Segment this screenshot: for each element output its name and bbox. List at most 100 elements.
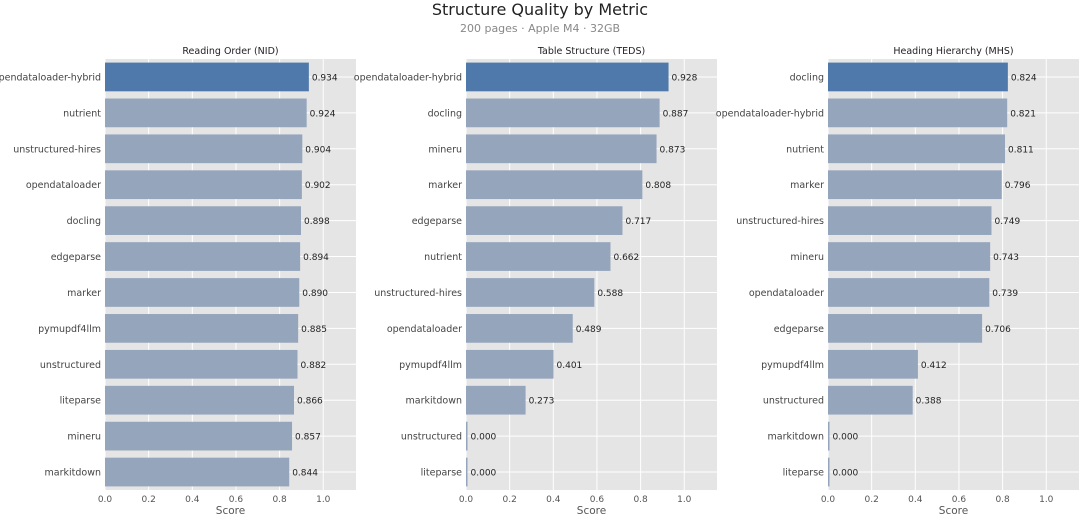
bar bbox=[105, 98, 307, 128]
bar bbox=[828, 421, 830, 451]
data-label: 0.743 bbox=[993, 253, 1019, 263]
y-tick-label: pymupdf4llm bbox=[38, 324, 101, 335]
bar bbox=[466, 349, 554, 379]
data-label: 0.821 bbox=[1010, 109, 1036, 119]
x-tick-label: 0.0 bbox=[821, 495, 836, 505]
bar bbox=[828, 349, 918, 379]
x-tick-label: 0.8 bbox=[633, 495, 648, 505]
bar bbox=[466, 278, 595, 307]
plot-background bbox=[828, 59, 1079, 490]
bar bbox=[828, 385, 913, 415]
data-label: 0.934 bbox=[312, 73, 338, 83]
y-tick-label: edgeparse bbox=[774, 324, 824, 335]
data-label: 0.844 bbox=[292, 469, 318, 479]
x-tick-label: 0.2 bbox=[864, 495, 878, 505]
y-tick-label: opendataloader bbox=[387, 324, 462, 335]
bar bbox=[466, 98, 660, 128]
bar bbox=[828, 206, 992, 235]
y-tick-label: nutrient bbox=[424, 252, 462, 263]
data-label: 0.898 bbox=[304, 217, 330, 227]
bar bbox=[466, 206, 623, 235]
data-label: 0.904 bbox=[305, 145, 331, 155]
x-tick-label: 1.0 bbox=[1039, 495, 1054, 505]
chart-panel-3: 0.0 0.2 0.4 0.6 0.8 1.0 0.824 docling 0.821 opend… bbox=[716, 46, 1079, 517]
panel-title: Reading Order (NID) bbox=[182, 46, 278, 57]
panel-title: Table Structure (TEDS) bbox=[537, 46, 645, 57]
bar bbox=[828, 314, 983, 343]
x-tick-label: 1.0 bbox=[316, 495, 331, 505]
data-label: 0.000 bbox=[833, 433, 859, 443]
y-tick-label: markitdown bbox=[406, 396, 462, 407]
bar bbox=[105, 242, 301, 271]
panel-title: Heading Hierarchy (MHS) bbox=[893, 46, 1013, 57]
bar bbox=[828, 98, 1008, 128]
data-label: 0.887 bbox=[663, 109, 689, 119]
bar bbox=[105, 62, 309, 92]
data-label: 0.890 bbox=[302, 289, 328, 299]
x-tick-label: 0.2 bbox=[502, 495, 516, 505]
bar bbox=[828, 134, 1006, 164]
data-label: 0.717 bbox=[625, 217, 651, 227]
figure-subtitle: 200 pages · Apple M4 · 32GB bbox=[459, 22, 621, 35]
plot-background bbox=[105, 59, 356, 490]
data-label: 0.857 bbox=[295, 433, 321, 443]
data-label: 0.412 bbox=[921, 361, 947, 371]
y-tick-label: docling bbox=[790, 72, 824, 83]
x-tick-label: 0.4 bbox=[185, 495, 200, 505]
y-tick-label: liteparse bbox=[60, 396, 102, 407]
y-tick-label: unstructured bbox=[40, 360, 101, 371]
data-label: 0.808 bbox=[645, 181, 671, 191]
y-tick-label: opendataloader-hybrid bbox=[0, 72, 101, 83]
bar bbox=[466, 457, 468, 487]
data-label: 0.000 bbox=[833, 469, 859, 479]
y-tick-label: opendataloader-hybrid bbox=[354, 72, 462, 83]
bar bbox=[466, 385, 526, 415]
x-tick-label: 0.4 bbox=[908, 495, 923, 505]
bar bbox=[105, 206, 301, 235]
data-label: 0.885 bbox=[301, 325, 327, 335]
x-tick-label: 1.0 bbox=[677, 495, 692, 505]
y-tick-label: marker bbox=[67, 288, 101, 299]
x-tick-label: 0.8 bbox=[272, 495, 287, 505]
y-tick-label: pymupdf4llm bbox=[761, 360, 824, 371]
y-tick-label: liteparse bbox=[421, 468, 463, 479]
y-tick-label: nutrient bbox=[63, 108, 101, 119]
bar bbox=[466, 421, 468, 451]
y-tick-label: unstructured bbox=[401, 432, 462, 443]
x-tick-label: 0.4 bbox=[546, 495, 561, 505]
bar bbox=[828, 170, 1002, 200]
bar bbox=[105, 385, 295, 415]
x-tick-label: 0.2 bbox=[141, 495, 155, 505]
data-label: 0.273 bbox=[529, 397, 555, 407]
data-label: 0.706 bbox=[985, 325, 1011, 335]
x-tick-label: 0.6 bbox=[590, 495, 605, 505]
data-label: 0.000 bbox=[471, 433, 497, 443]
x-axis-label: Score bbox=[216, 505, 245, 517]
y-tick-label: opendataloader bbox=[26, 180, 101, 191]
data-label: 0.749 bbox=[994, 217, 1020, 227]
data-label: 0.902 bbox=[305, 181, 331, 191]
x-tick-label: 0.8 bbox=[995, 495, 1010, 505]
y-tick-label: marker bbox=[790, 180, 824, 191]
y-tick-label: unstructured-hires bbox=[736, 216, 824, 227]
data-label: 0.588 bbox=[597, 289, 623, 299]
bar bbox=[828, 278, 990, 307]
y-tick-label: markitdown bbox=[45, 468, 101, 479]
chart-panel-1: 0.0 0.2 0.4 0.6 0.8 1.0 0.934 opendataloader-hy… bbox=[0, 46, 356, 517]
bar bbox=[466, 242, 611, 271]
bar bbox=[828, 242, 991, 271]
data-label: 0.000 bbox=[471, 469, 497, 479]
data-label: 0.811 bbox=[1008, 145, 1034, 155]
bar bbox=[828, 62, 1008, 92]
y-tick-label: docling bbox=[67, 216, 101, 227]
y-tick-label: marker bbox=[428, 180, 462, 191]
figure-title: Structure Quality by Metric bbox=[431, 0, 649, 19]
bar bbox=[466, 134, 657, 164]
y-tick-label: opendataloader bbox=[749, 288, 824, 299]
bar bbox=[466, 170, 643, 200]
y-tick-label: markitdown bbox=[768, 432, 824, 443]
y-tick-label: mineru bbox=[790, 252, 824, 263]
data-label: 0.924 bbox=[310, 109, 336, 119]
y-tick-label: opendataloader-hybrid bbox=[716, 108, 824, 119]
y-tick-label: unstructured bbox=[763, 396, 824, 407]
